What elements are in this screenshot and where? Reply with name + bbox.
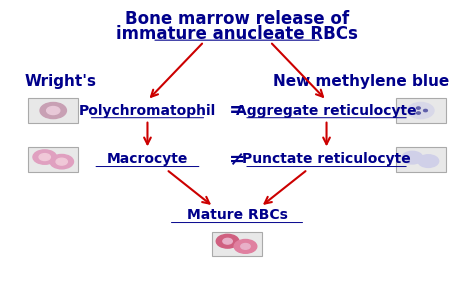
Circle shape	[56, 158, 67, 165]
Circle shape	[234, 240, 257, 253]
Circle shape	[417, 107, 420, 109]
Text: ≠: ≠	[229, 150, 245, 169]
FancyBboxPatch shape	[28, 147, 78, 172]
Text: immature anucleate RBCs: immature anucleate RBCs	[116, 26, 358, 44]
Text: New methylene blue: New methylene blue	[273, 74, 449, 89]
FancyBboxPatch shape	[396, 147, 446, 172]
Circle shape	[39, 154, 50, 160]
FancyBboxPatch shape	[28, 98, 78, 123]
Circle shape	[241, 244, 250, 249]
Circle shape	[40, 102, 66, 119]
Text: Aggregate reticulocyte: Aggregate reticulocyte	[236, 104, 417, 117]
Text: Punctate reticulocyte: Punctate reticulocyte	[242, 152, 411, 166]
Circle shape	[33, 150, 56, 164]
Text: =: =	[229, 101, 245, 120]
FancyBboxPatch shape	[396, 98, 446, 123]
FancyBboxPatch shape	[212, 232, 262, 256]
Circle shape	[417, 112, 420, 114]
Circle shape	[46, 106, 60, 115]
Text: Polychromatophil: Polychromatophil	[79, 104, 216, 117]
Circle shape	[216, 234, 239, 248]
Circle shape	[50, 155, 73, 169]
Text: Bone marrow release of: Bone marrow release of	[125, 10, 349, 28]
Text: Mature RBCs: Mature RBCs	[187, 209, 287, 222]
Circle shape	[223, 238, 232, 244]
Circle shape	[424, 109, 428, 112]
Circle shape	[408, 102, 434, 119]
Circle shape	[402, 151, 423, 164]
Circle shape	[418, 155, 438, 167]
Text: Wright's: Wright's	[25, 74, 97, 89]
Text: Macrocyte: Macrocyte	[107, 152, 188, 166]
